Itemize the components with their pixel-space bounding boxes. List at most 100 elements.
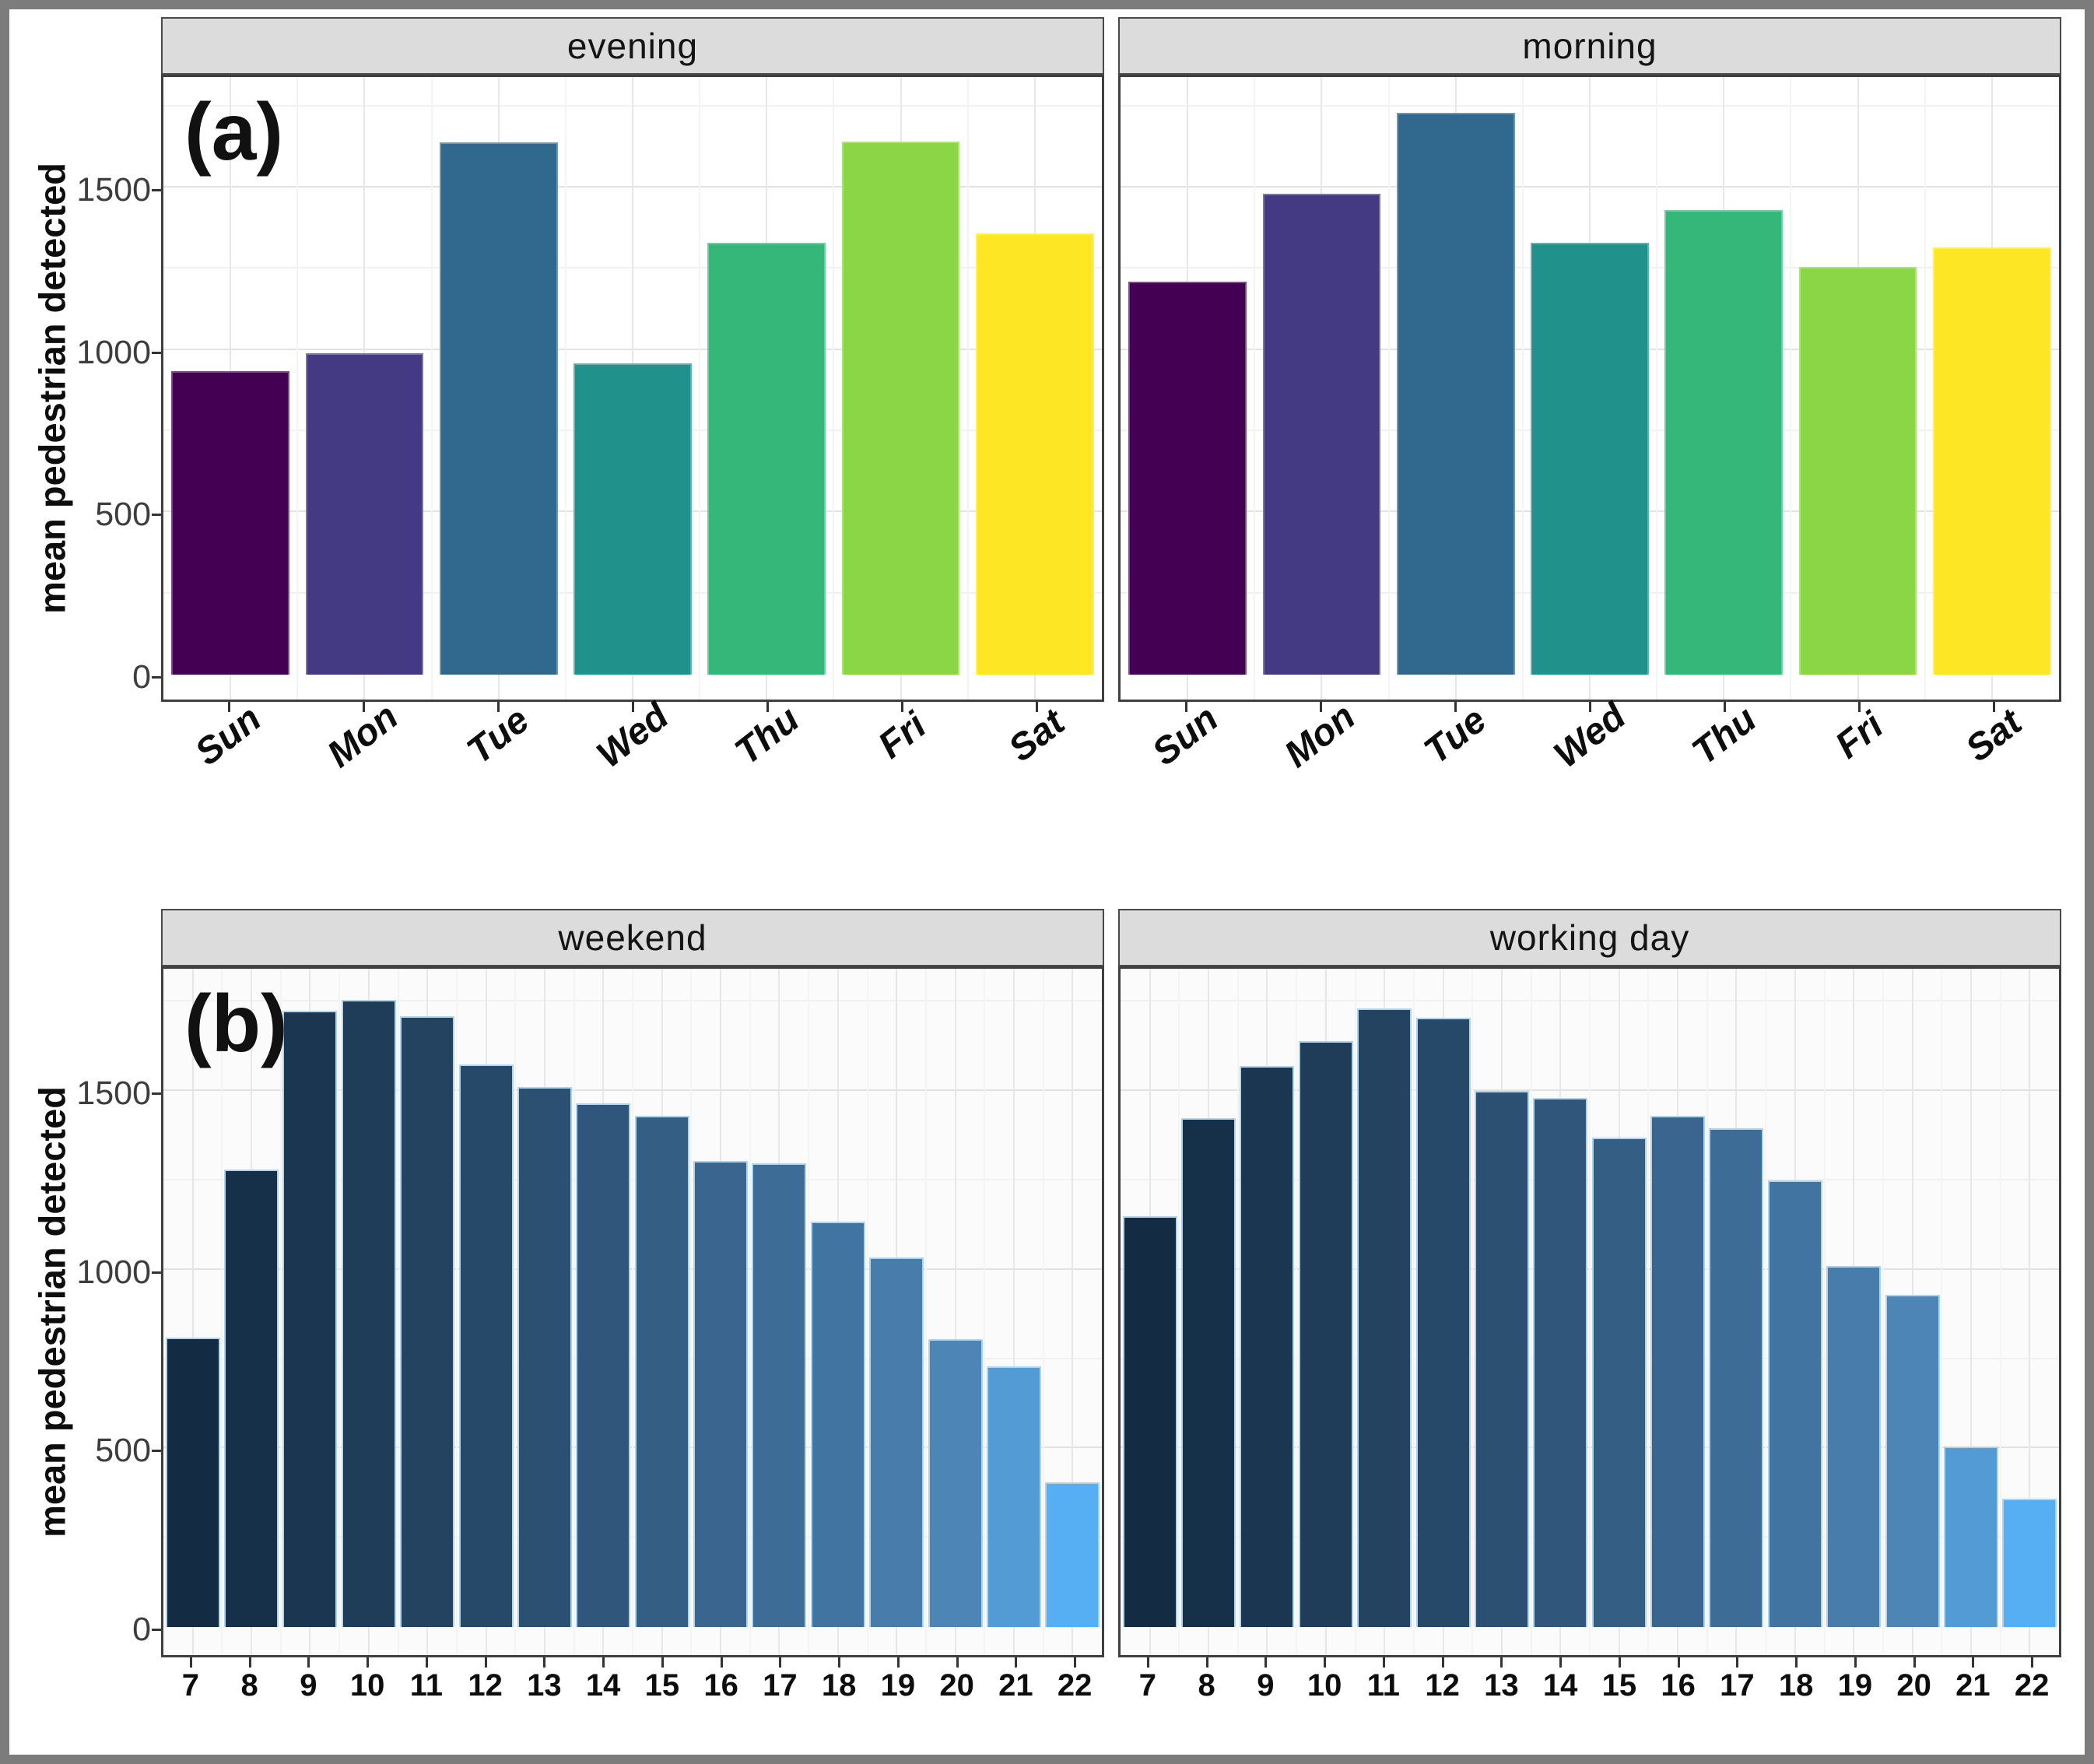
y-tick-mark [152,1271,161,1274]
gridline-vertical [661,969,663,1655]
gridline-vertical-minor [397,969,399,1655]
gridline-vertical-minor [338,969,341,1655]
bar-slot [1766,1180,1824,1627]
gridline-vertical-minor [1790,77,1792,700]
gridline-horizontal [163,1089,1102,1092]
x-tick-mark [766,702,770,712]
x-axis-label-text: Mon [1277,696,1363,776]
gridline-vertical-minor [866,969,868,1655]
gridline-vertical-minor [1354,969,1356,1655]
bar-slot [1523,243,1657,675]
bar-evening-Tue [439,142,558,675]
bar-evening-Fri [841,141,960,675]
gridline-vertical [1853,969,1855,1655]
x-tick-mark [425,1657,428,1668]
facet-strip: weekend [161,909,1104,966]
x-tick-mark [484,1657,487,1668]
x-axis-label-text: 9 [1257,1668,1275,1703]
bar-morning-Sun [1128,282,1247,675]
x-axis-label-text: Tue [1416,699,1494,773]
bar-morning-Wed [1531,243,1649,675]
gridline-vertical [1618,969,1620,1655]
bar-slot [163,1337,222,1627]
x-tick-mark [1795,1657,1798,1668]
gridline-vertical [251,969,253,1655]
x-tick-mark [307,1657,310,1668]
gridline-vertical [1442,969,1444,1655]
bar-weekend-20 [928,1339,983,1627]
gridline-vertical [543,969,545,1655]
gridline-vertical-minor [984,969,986,1655]
gridline-horizontal [163,104,1102,107]
bar-working-day-22 [2002,1498,2057,1627]
bar-slot [1179,1117,1237,1627]
gridline-vertical-minor [1236,969,1239,1655]
facet-panel [1118,966,2061,1657]
x-axis-label: 9 [1149,1668,1382,1715]
bar-working-day-17 [1709,1128,1764,1627]
gridline-horizontal [1121,430,2059,432]
x-axis-label: 18 [1679,1668,1913,1715]
gridline-vertical [367,969,370,1655]
gridline-vertical-minor [1882,969,1884,1655]
gridline-vertical-minor [573,969,575,1655]
x-tick-mark [838,1657,841,1668]
bar-weekend-9 [282,1010,338,1627]
bar-weekend-7 [165,1337,220,1627]
gridline-vertical-minor [1387,77,1390,700]
x-tick-mark [1324,1657,1327,1668]
gridline-horizontal [163,1447,1102,1449]
bar-slot [163,370,297,675]
x-tick-mark [1382,1657,1385,1668]
y-tick-mark [152,189,161,192]
x-axis-label: Mon [247,696,480,831]
bar-weekend-12 [458,1064,514,1627]
gridline-vertical [1500,969,1503,1655]
facet-panel [161,966,1104,1657]
x-tick-mark [248,1657,251,1668]
bar-slot [1389,113,1523,675]
x-axis-label: Tue [381,700,615,831]
x-axis-label: 13 [427,1668,661,1715]
y-tick-label: 1500 [76,171,151,209]
gridline-horizontal [1121,348,2059,350]
bar-working-day-10 [1298,1040,1353,1627]
x-axis-label: 17 [663,1668,896,1715]
gridline-vertical-minor [1254,77,1256,700]
facet-panel [161,75,1104,702]
x-axis-label: Fri [1742,705,1976,831]
bar-evening-Thu [707,243,826,675]
gridline-vertical [778,969,780,1655]
x-axis-label-text: Wed [1546,695,1633,777]
bar-weekend-17 [752,1163,807,1627]
x-axis-label: 7 [1031,1668,1264,1715]
panel-letter-label: (b) [184,979,288,1069]
gridline-vertical-minor [1296,969,1298,1655]
gridline-horizontal [1121,591,2059,594]
bar-morning-Sat [1933,247,2051,675]
bar-slot [700,243,833,675]
gridline-vertical [1677,969,1679,1655]
gridline-horizontal [1121,186,2059,188]
x-axis-label-text: 13 [527,1668,562,1703]
gridline-vertical-minor [1647,969,1650,1655]
x-axis-label: 21 [899,1668,1132,1715]
facet-strip-title: morning [1522,26,1657,66]
x-axis-label-text: 11 [1366,1668,1401,1703]
x-axis-label: 18 [722,1668,956,1715]
x-axis-label-text: Wed [589,695,676,777]
x-axis-label-text: 21 [1955,1668,1991,1703]
bar-evening-Sun [171,370,289,675]
bar-slot [432,142,566,675]
x-axis-label: 11 [310,1668,543,1715]
facet-strip: working day [1118,909,2061,966]
bar-working-day-7 [1122,1215,1177,1627]
bar-working-day-13 [1474,1091,1529,1627]
x-axis-label: 7 [74,1668,307,1715]
bar-weekend-22 [1045,1482,1100,1627]
bar-morning-Tue [1396,113,1515,675]
x-tick-mark [1015,1657,1018,1668]
gridline-vertical [954,969,956,1655]
gridline-vertical [1072,969,1074,1655]
x-axis-label: 20 [840,1668,1074,1715]
